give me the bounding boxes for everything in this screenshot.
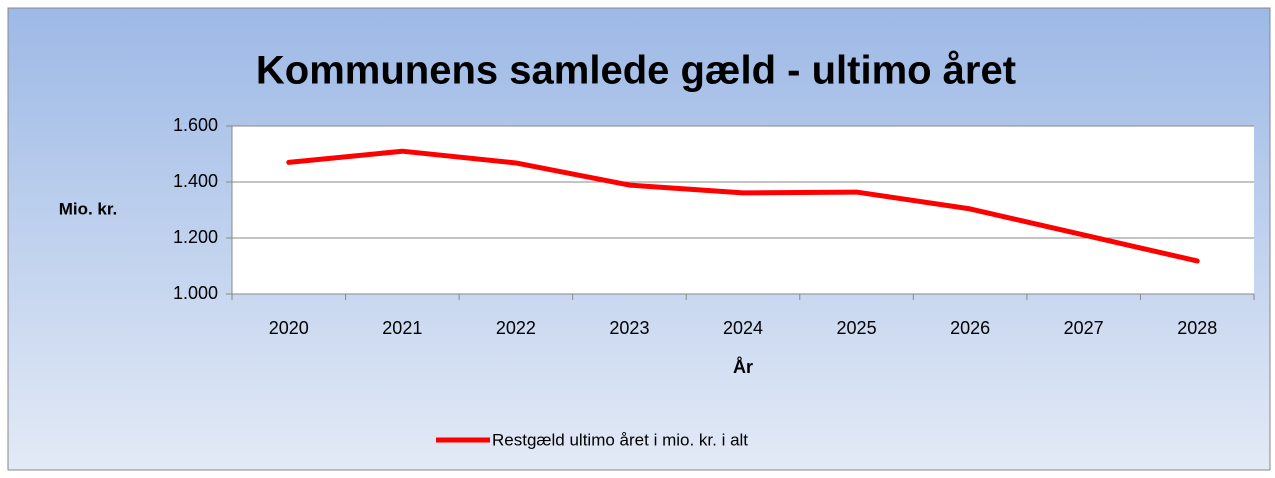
x-tick-label: 2023 (609, 318, 649, 338)
y-tick-label: 1.200 (173, 227, 218, 247)
y-axis-label: Mio. kr. (59, 199, 118, 218)
y-tick-label: 1.000 (173, 283, 218, 303)
x-tick-label: 2021 (382, 318, 422, 338)
legend-label: Restgæld ultimo året i mio. kr. i alt (492, 430, 748, 449)
chart-title: Kommunens samlede gæld - ultimo året (256, 49, 1016, 93)
x-tick-label: 2022 (496, 318, 536, 338)
y-tick-label: 1.600 (173, 115, 218, 135)
data-line (286, 148, 1200, 264)
x-tick-label: 2026 (950, 318, 990, 338)
x-tick-label: 2025 (837, 318, 877, 338)
plot-area (232, 126, 1254, 294)
x-tick-label: 2024 (723, 318, 763, 338)
x-tick-label: 2028 (1177, 318, 1217, 338)
y-tick-label: 1.400 (173, 171, 218, 191)
x-tick-label: 2020 (269, 318, 309, 338)
x-tick-label: 2027 (1064, 318, 1104, 338)
x-axis-label: År (733, 357, 753, 377)
